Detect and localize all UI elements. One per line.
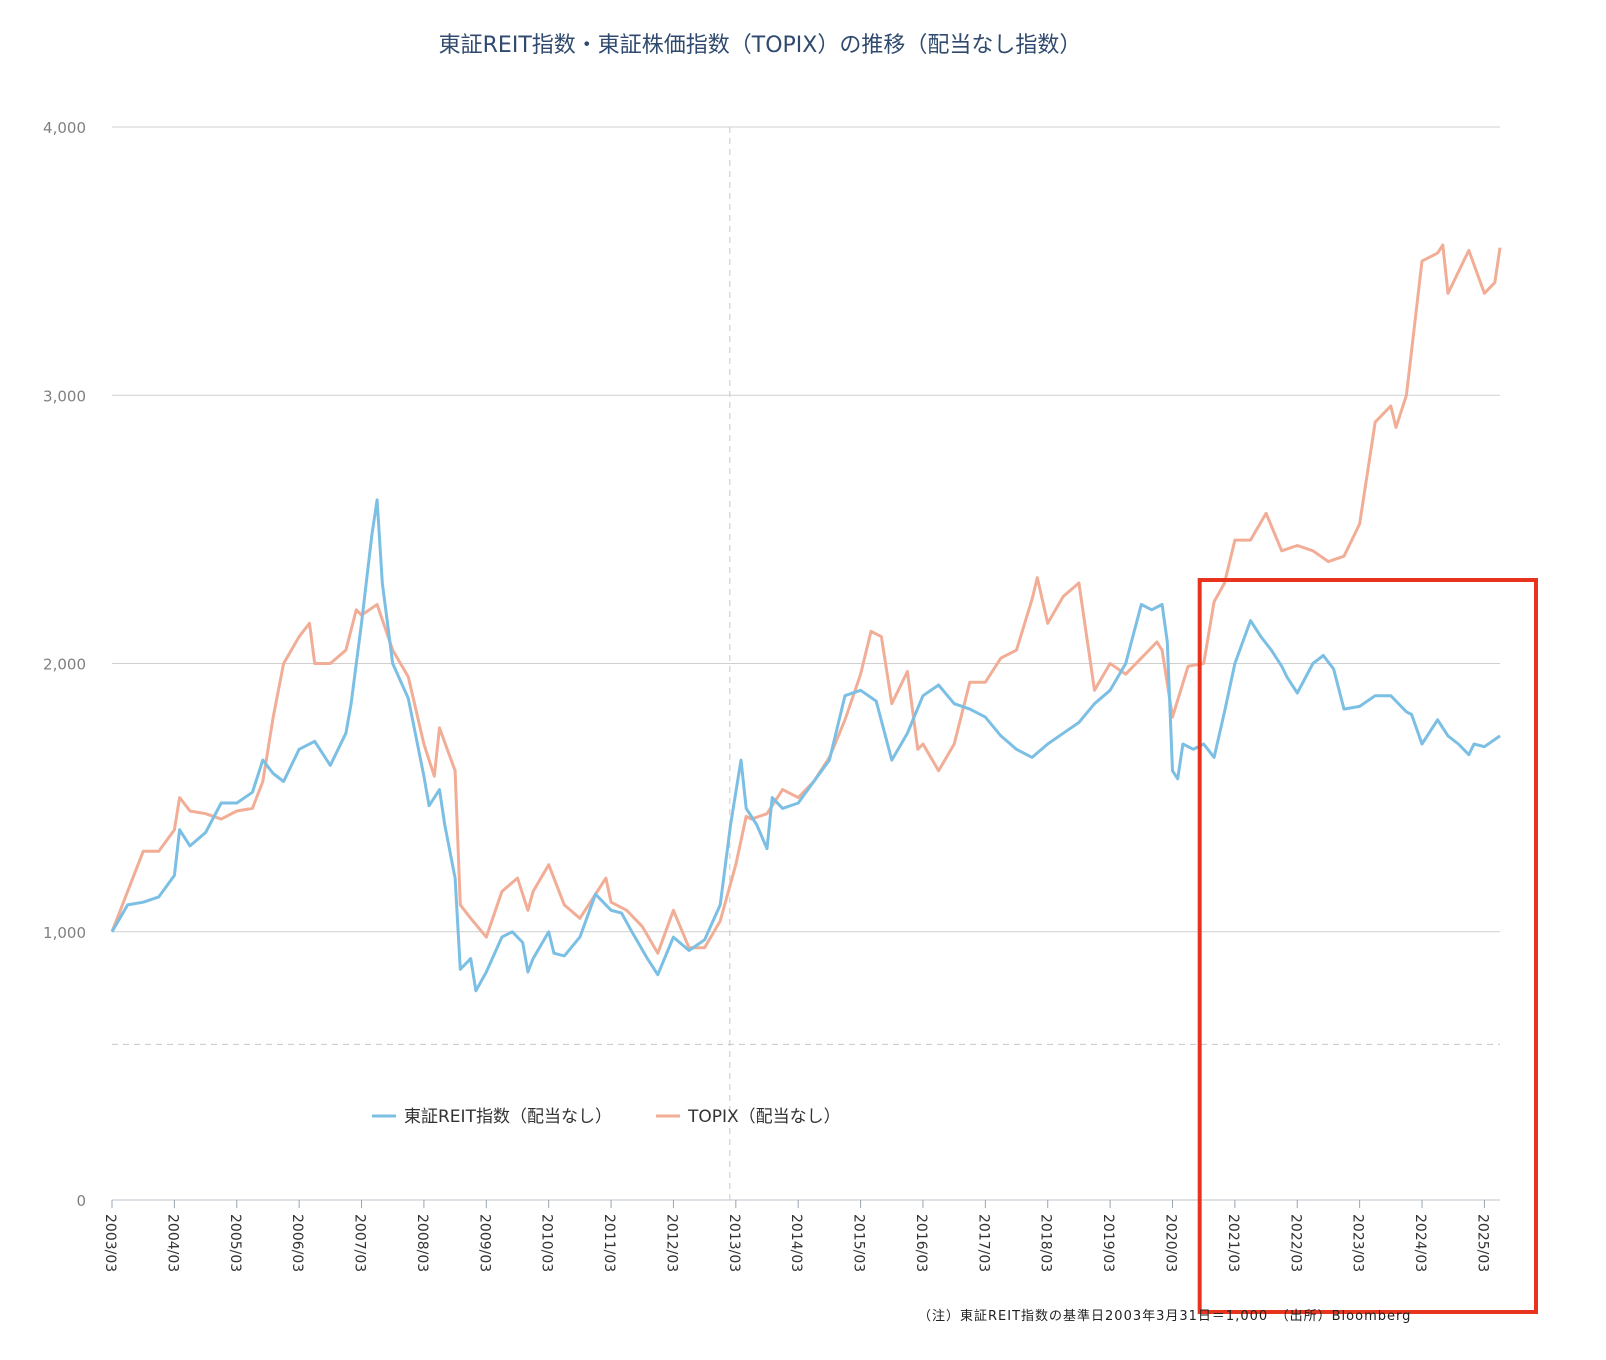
x-tick-label: 2015/03: [851, 1214, 867, 1272]
source-note: （注）東証REIT指数の基準日2003年3月31日＝1,000 （出所）Bloo…: [918, 1308, 1411, 1324]
y-tick-label: 1,000: [43, 924, 86, 942]
x-tick-label: 2013/03: [726, 1214, 742, 1272]
x-tick-label: 2009/03: [476, 1214, 492, 1272]
highlight-box: [1197, 578, 1539, 1314]
series-line: [110, 243, 1502, 955]
y-tick-label: 0: [76, 1192, 86, 1210]
x-tick-label: 2017/03: [975, 1214, 991, 1272]
series-lines: [110, 243, 1502, 993]
x-axis: 2003/03 2004/03 2005/03 2006/03 2007/03 2008/…: [102, 1200, 1490, 1272]
x-tick-label: 2004/03: [164, 1214, 180, 1272]
gridlines: [112, 126, 1500, 1201]
x-tick-label: 2023/03: [1350, 1214, 1366, 1272]
legend-label-reit: 東証REIT指数（配当なし）: [404, 1107, 612, 1127]
x-tick-label: 2010/03: [539, 1214, 555, 1272]
y-tick-label: 2,000: [43, 656, 86, 674]
x-tick-label: 2022/03: [1287, 1214, 1303, 1272]
x-tick-label: 2016/03: [913, 1214, 929, 1272]
x-tick-label: 2020/03: [1162, 1214, 1178, 1272]
x-tick-label: 2014/03: [788, 1214, 804, 1272]
x-tick-label: 2008/03: [414, 1214, 430, 1272]
x-tick-label: 2019/03: [1100, 1214, 1116, 1272]
series-line: [110, 498, 1501, 993]
x-tick-label: 2007/03: [352, 1214, 368, 1272]
x-tick-label: 2011/03: [601, 1214, 617, 1272]
x-tick-label: 2012/03: [663, 1214, 679, 1272]
legend-label-topix: TOPIX（配当なし）: [687, 1107, 841, 1127]
x-tick-label: 2024/03: [1412, 1214, 1428, 1272]
x-tick-label: 2005/03: [227, 1214, 243, 1272]
y-tick-label: 3,000: [43, 387, 86, 405]
x-tick-label: 2025/03: [1474, 1214, 1490, 1272]
y-axis: 0 1,000 2,000 3,000 4,000: [43, 119, 86, 1210]
x-tick-label: 2021/03: [1225, 1214, 1241, 1272]
y-tick-label: 4,000: [43, 119, 86, 137]
chart-title: 東証REIT指数・東証株価指数（TOPIX）の推移（配当なし指数）: [439, 33, 1082, 58]
legend: 東証REIT指数（配当なし） TOPIX（配当なし）: [372, 1107, 841, 1127]
x-tick-label: 2003/03: [102, 1214, 118, 1272]
x-tick-label: 2006/03: [289, 1214, 305, 1272]
x-tick-label: 2018/03: [1038, 1214, 1054, 1272]
